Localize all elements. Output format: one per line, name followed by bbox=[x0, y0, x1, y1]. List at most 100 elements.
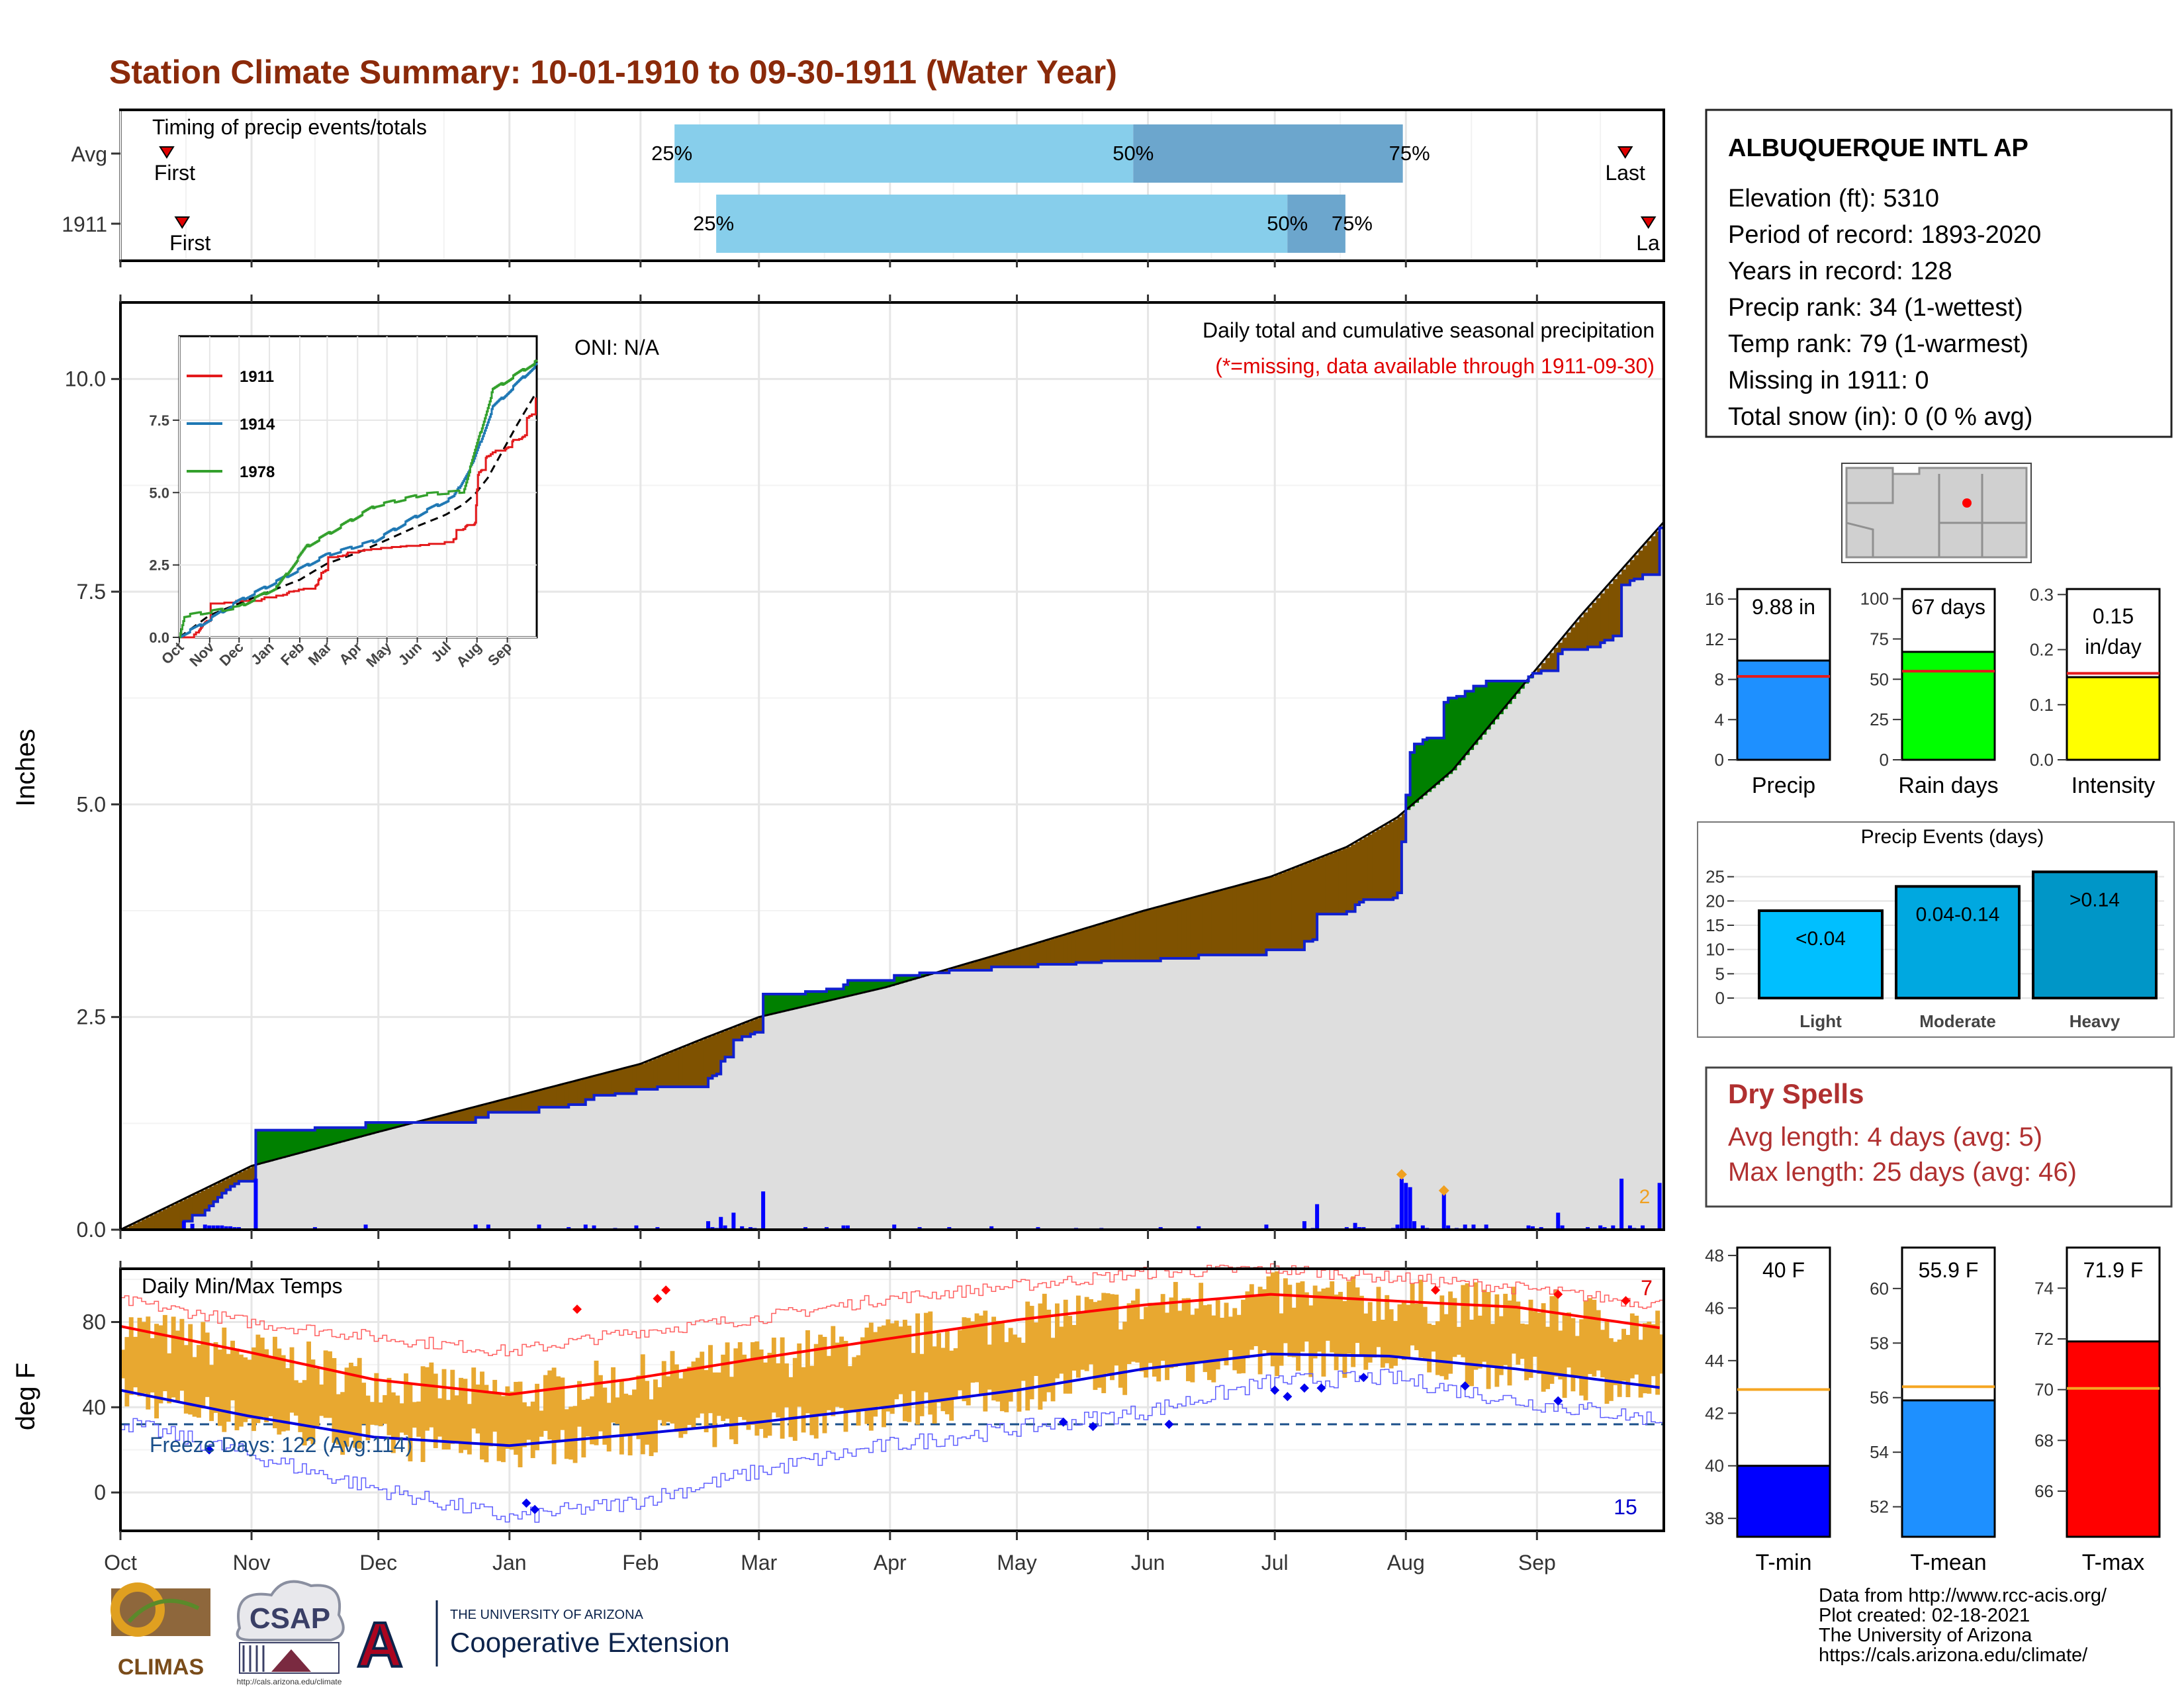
daily-temp-bar bbox=[873, 1332, 878, 1417]
daily-temp-bar bbox=[704, 1370, 709, 1433]
below-normal-sliver bbox=[179, 1201, 185, 1230]
below-normal-sliver bbox=[564, 1083, 569, 1107]
daily-temp-bar bbox=[780, 1337, 785, 1439]
below-normal-sliver bbox=[1144, 911, 1149, 961]
precip-caption: Daily total and cumulative seasonal prec… bbox=[1203, 318, 1655, 342]
below-normal-sliver bbox=[1071, 932, 1077, 964]
events-category-label: Moderate bbox=[1919, 1011, 1996, 1031]
above-normal-sliver bbox=[1477, 686, 1482, 740]
above-normal-sliver bbox=[255, 1130, 261, 1165]
daily-temp-bar bbox=[649, 1399, 654, 1457]
daily-temp-bar bbox=[1194, 1308, 1199, 1362]
daily-temp-bar bbox=[1443, 1314, 1449, 1380]
above-normal-sliver bbox=[813, 991, 819, 1005]
daily-temp-bar bbox=[1427, 1323, 1432, 1373]
below-normal-sliver bbox=[226, 1178, 231, 1190]
daily-temp-bar bbox=[505, 1386, 510, 1449]
daily-temp-bar bbox=[569, 1406, 574, 1460]
above-normal-sliver bbox=[374, 1122, 379, 1133]
daily-temp-bar bbox=[1118, 1329, 1123, 1388]
below-normal-sliver bbox=[1211, 892, 1216, 955]
below-normal-sliver bbox=[1604, 588, 1610, 641]
mini-bar-tick-label: 0.1 bbox=[2030, 695, 2054, 715]
daily-temp-bar bbox=[399, 1403, 404, 1433]
daily-temp-bar bbox=[1126, 1303, 1132, 1364]
daily-temp-bar bbox=[1461, 1285, 1466, 1357]
daily-temp-bar bbox=[572, 1406, 578, 1463]
above-normal-sliver bbox=[784, 993, 790, 1011]
temp-bar-value bbox=[1736, 1465, 1831, 1538]
daily-temp-bar bbox=[319, 1384, 324, 1416]
below-normal-sliver bbox=[1130, 914, 1136, 961]
daily-temp-bar bbox=[1346, 1281, 1351, 1354]
below-normal-sliver bbox=[670, 1052, 675, 1087]
daily-temp-bar bbox=[1296, 1283, 1301, 1371]
above-normal-sliver bbox=[1461, 696, 1466, 760]
daily-temp-bar bbox=[886, 1319, 891, 1412]
daily-temp-bar bbox=[1465, 1283, 1470, 1385]
below-normal-sliver bbox=[539, 1090, 544, 1107]
daily-precip-bar bbox=[841, 1225, 846, 1230]
above-normal-sliver bbox=[1486, 680, 1491, 730]
temp-bar-value-label: 40 F bbox=[1762, 1258, 1805, 1282]
below-normal-sliver bbox=[1059, 936, 1064, 964]
daily-temp-bar bbox=[146, 1316, 151, 1410]
events-bar bbox=[1758, 909, 1884, 999]
daily-temp-bar bbox=[480, 1371, 484, 1460]
daily-temp-bar bbox=[1477, 1315, 1482, 1369]
below-normal-sliver bbox=[1228, 888, 1233, 955]
daily-temp-bar bbox=[365, 1395, 371, 1441]
daily-temp-bar bbox=[1494, 1294, 1500, 1387]
daily-temp-bar bbox=[1199, 1283, 1204, 1361]
mini-bar-name: Precip bbox=[1752, 773, 1815, 798]
daily-precip-bar bbox=[1484, 1224, 1488, 1230]
below-normal-sliver bbox=[995, 955, 1001, 967]
oni-label: ONI: N/A bbox=[574, 336, 660, 359]
daily-temp-bar bbox=[627, 1394, 633, 1456]
above-normal-sliver bbox=[1422, 739, 1428, 796]
daily-temp-bar bbox=[1211, 1315, 1216, 1383]
dry-spells-frame bbox=[1705, 1066, 2173, 1208]
below-normal-sliver bbox=[1537, 668, 1542, 674]
above-normal-sliver bbox=[344, 1127, 349, 1141]
above-normal-sliver bbox=[399, 1122, 404, 1126]
below-normal-sliver bbox=[615, 1070, 620, 1094]
daily-temp-bar bbox=[154, 1324, 159, 1419]
daily-temp-bar bbox=[678, 1378, 684, 1438]
daily-temp-bar bbox=[1435, 1321, 1440, 1375]
daily-temp-bar bbox=[843, 1340, 848, 1432]
below-normal-sliver bbox=[1342, 848, 1347, 915]
below-normal-sliver bbox=[1075, 931, 1081, 963]
daily-precip-bar bbox=[1412, 1221, 1417, 1230]
daily-temp-bar bbox=[183, 1345, 189, 1414]
daily-temp-bar bbox=[217, 1349, 222, 1426]
below-normal-sliver bbox=[1089, 927, 1094, 963]
daily-temp-bar bbox=[277, 1348, 282, 1435]
below-normal-sliver bbox=[234, 1174, 240, 1184]
daily-temp-bar bbox=[640, 1354, 645, 1455]
below-normal-sliver bbox=[1634, 555, 1639, 579]
below-normal-sliver bbox=[154, 1213, 159, 1230]
below-normal-sliver bbox=[1629, 560, 1635, 581]
above-normal-sliver bbox=[1452, 698, 1457, 770]
below-normal-sliver bbox=[695, 1041, 700, 1087]
temp-bar-tick-label: 58 bbox=[1870, 1333, 1889, 1353]
above-normal-sliver bbox=[805, 991, 811, 1007]
daily-temp-bar bbox=[758, 1349, 764, 1430]
daily-temp-bar bbox=[1498, 1316, 1504, 1375]
daily-temp-bar bbox=[666, 1376, 671, 1422]
above-normal-sliver bbox=[839, 989, 844, 999]
dry-spells-max: Max length: 25 days (avg: 46) bbox=[1728, 1158, 2077, 1187]
daily-temp-bar bbox=[1587, 1298, 1592, 1375]
below-normal-sliver bbox=[1600, 593, 1606, 643]
below-normal-sliver bbox=[978, 960, 983, 970]
temp-bar-value bbox=[2066, 1340, 2161, 1538]
dry-spells-avg: Avg length: 4 days (avg: 5) bbox=[1728, 1122, 2042, 1152]
below-normal-sliver bbox=[1236, 886, 1242, 955]
daily-temp-bar bbox=[919, 1353, 925, 1416]
below-normal-sliver bbox=[1287, 870, 1293, 950]
last-event-marker bbox=[1640, 216, 1657, 229]
below-normal-sliver bbox=[1097, 925, 1102, 963]
below-normal-sliver bbox=[987, 957, 992, 970]
daily-precip-bar bbox=[1197, 1226, 1201, 1230]
